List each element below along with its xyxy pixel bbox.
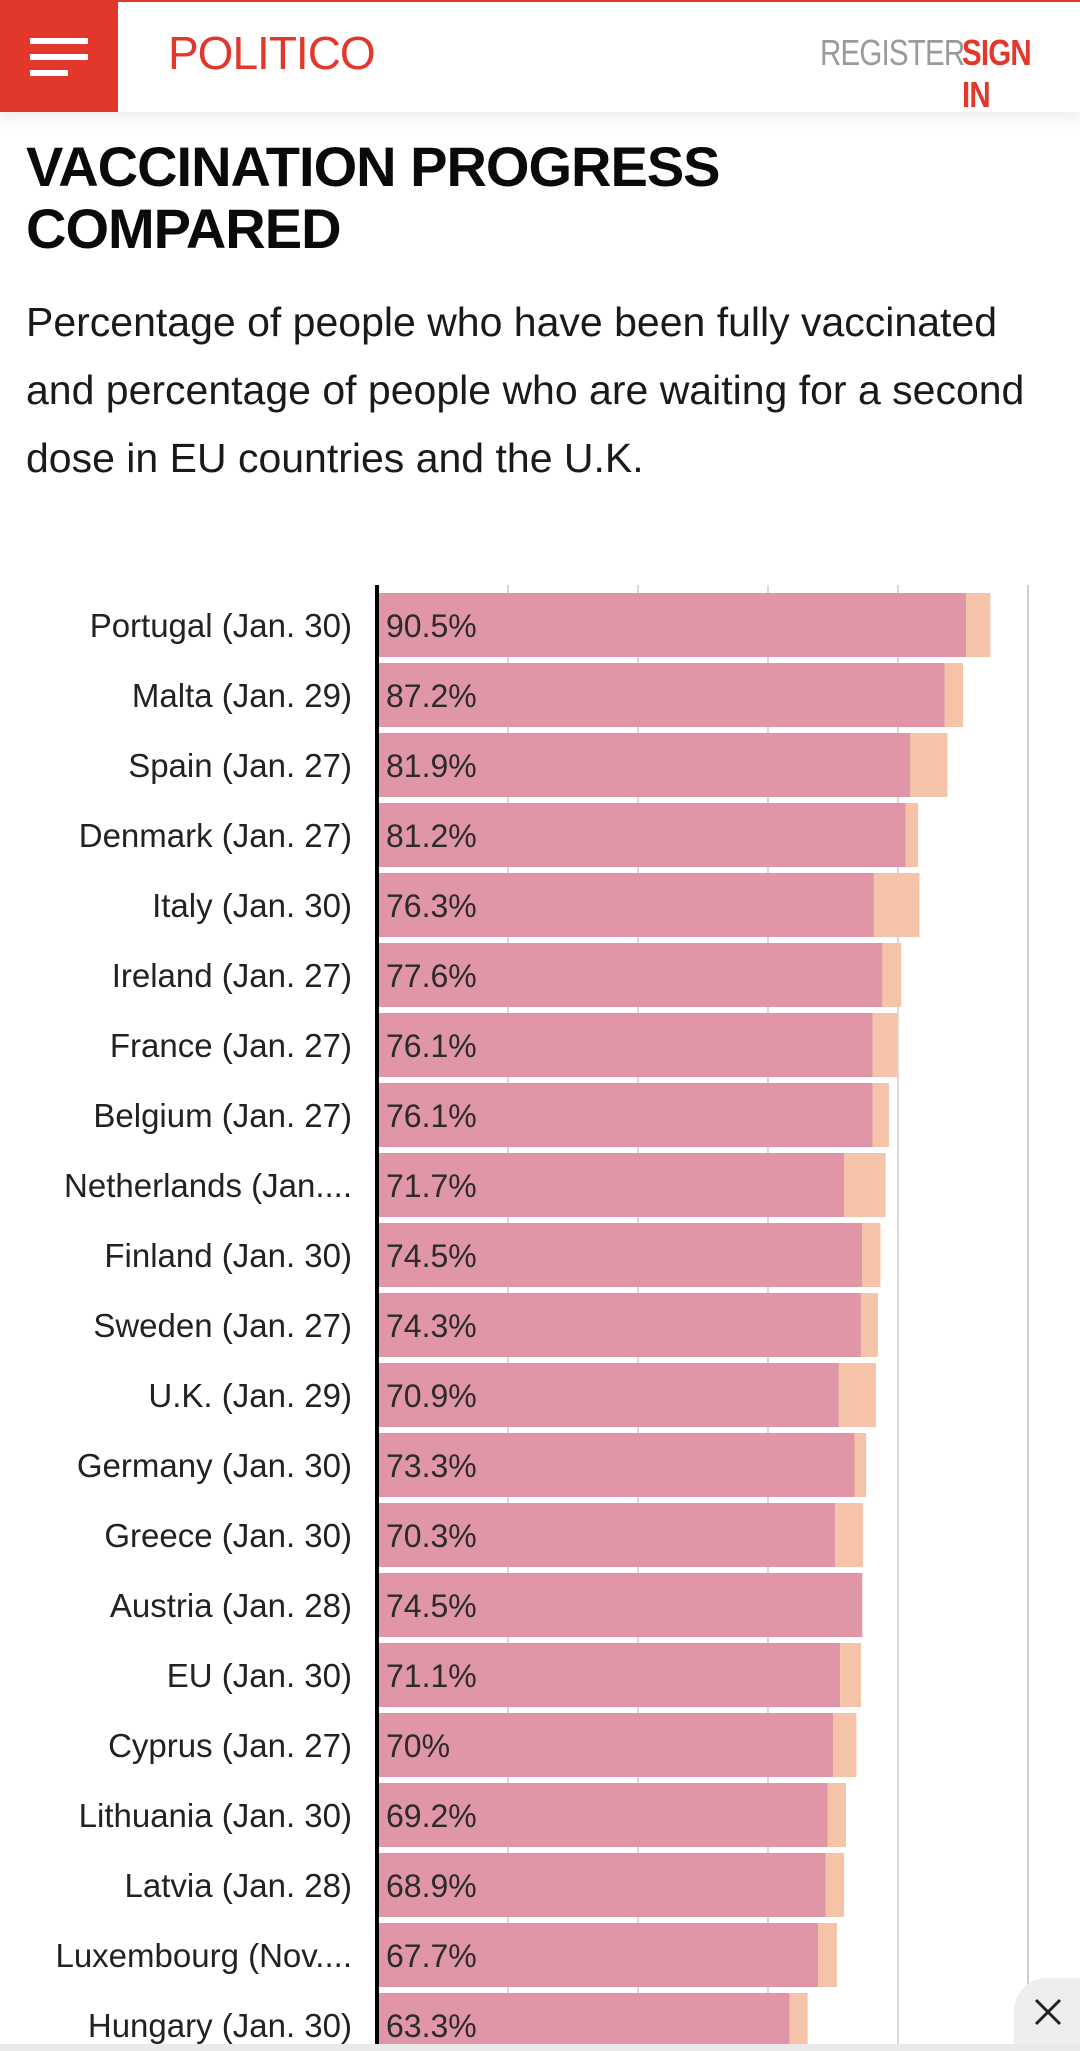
bar-fully-vaccinated — [378, 1643, 841, 1707]
bar-awaiting-second-dose — [840, 1643, 861, 1707]
bar-fully-vaccinated — [378, 663, 945, 727]
bar-awaiting-second-dose — [882, 943, 902, 1007]
bar-fully-vaccinated — [378, 1783, 828, 1847]
category-label: Malta (Jan. 29) — [132, 677, 352, 714]
value-label: 70% — [386, 1728, 450, 1764]
bar-fully-vaccinated — [378, 1293, 861, 1357]
bar-fully-vaccinated — [378, 943, 883, 1007]
bar-fully-vaccinated — [378, 1923, 819, 1987]
category-label: Denmark (Jan. 27) — [79, 817, 352, 854]
value-label: 63.3% — [386, 2008, 477, 2044]
bar-awaiting-second-dose — [872, 1013, 898, 1077]
category-label: Netherlands (Jan.... — [64, 1167, 352, 1204]
bar-awaiting-second-dose — [910, 733, 948, 797]
bar-awaiting-second-dose — [827, 1783, 846, 1847]
value-label: 69.2% — [386, 1798, 477, 1834]
site-header: POLITICO REGISTER SIGN IN — [0, 2, 1080, 115]
category-label: Germany (Jan. 30) — [77, 1447, 352, 1484]
bar-fully-vaccinated — [378, 1083, 873, 1147]
category-label: Portugal (Jan. 30) — [90, 607, 352, 644]
register-link[interactable]: REGISTER — [820, 32, 965, 73]
category-label: U.K. (Jan. 29) — [148, 1377, 352, 1414]
vaccination-bar-chart: Portugal (Jan. 30) 90.5% Malta (Jan. 29) 87… — [55, 585, 1029, 2044]
category-label: Spain (Jan. 27) — [128, 747, 352, 784]
value-label: 76.1% — [386, 1028, 477, 1064]
bar-awaiting-second-dose — [818, 1923, 837, 1987]
bar-fully-vaccinated — [378, 1713, 833, 1777]
value-label: 81.2% — [386, 818, 477, 854]
site-logo[interactable]: POLITICO — [168, 27, 376, 79]
value-label: 70.9% — [386, 1378, 477, 1414]
category-label: Cyprus (Jan. 27) — [108, 1727, 352, 1764]
category-label: Italy (Jan. 30) — [152, 887, 352, 924]
hamburger-line — [30, 70, 68, 76]
bar-awaiting-second-dose — [833, 1713, 857, 1777]
bar-fully-vaccinated — [378, 1853, 826, 1917]
bar-fully-vaccinated — [378, 593, 967, 657]
bar-awaiting-second-dose — [944, 663, 963, 727]
category-label: Latvia (Jan. 28) — [125, 1867, 352, 1904]
chart-subtitle: Percentage of people who have been fully… — [26, 299, 1025, 481]
category-label: Sweden (Jan. 27) — [93, 1307, 352, 1344]
bar-awaiting-second-dose — [905, 803, 919, 867]
bar-fully-vaccinated — [378, 1363, 839, 1427]
value-label: 67.7% — [386, 1938, 477, 1974]
value-label: 71.7% — [386, 1168, 477, 1204]
chart-title: VACCINATION PROGRESS COMPARED — [26, 135, 721, 260]
bar-fully-vaccinated — [378, 803, 906, 867]
bar-awaiting-second-dose — [825, 1853, 845, 1917]
value-label: 70.3% — [386, 1518, 477, 1554]
bar-awaiting-second-dose — [854, 1433, 867, 1497]
bar-fully-vaccinated — [378, 1223, 863, 1287]
category-label: EU (Jan. 30) — [167, 1657, 352, 1694]
bar-fully-vaccinated — [378, 1503, 835, 1567]
bar-awaiting-second-dose — [844, 1153, 886, 1217]
bar-awaiting-second-dose — [860, 1293, 878, 1357]
value-label: 87.2% — [386, 678, 477, 714]
value-label: 76.1% — [386, 1098, 477, 1134]
value-label: 74.5% — [386, 1238, 477, 1274]
value-label: 74.3% — [386, 1308, 477, 1344]
bar-fully-vaccinated — [378, 1013, 873, 1077]
value-label: 68.9% — [386, 1868, 477, 1904]
close-button[interactable] — [1014, 1978, 1080, 2044]
bottom-edge — [0, 2044, 1080, 2051]
value-label: 73.3% — [386, 1448, 477, 1484]
bar-fully-vaccinated — [378, 733, 911, 797]
category-label: Belgium (Jan. 27) — [93, 1097, 352, 1134]
bar-fully-vaccinated — [378, 1993, 790, 2044]
value-label: 71.1% — [386, 1658, 477, 1694]
close-icon — [1034, 1998, 1062, 2026]
menu-button[interactable] — [0, 2, 118, 112]
bar-fully-vaccinated — [378, 1153, 845, 1217]
category-label: Lithuania (Jan. 30) — [79, 1797, 352, 1834]
value-label: 76.3% — [386, 888, 477, 924]
bar-fully-vaccinated — [378, 873, 874, 937]
category-label: France (Jan. 27) — [110, 1027, 352, 1064]
bar-awaiting-second-dose — [966, 593, 991, 657]
category-label: Ireland (Jan. 27) — [112, 957, 352, 994]
top-accent-line — [0, 0, 1080, 2]
category-label: Greece (Jan. 30) — [104, 1517, 352, 1554]
bar-awaiting-second-dose — [834, 1503, 863, 1567]
bar-fully-vaccinated — [378, 1573, 863, 1637]
category-label: Luxembourg (Nov.... — [55, 1937, 352, 1974]
category-label: Finland (Jan. 30) — [104, 1237, 352, 1274]
bar-awaiting-second-dose — [789, 1993, 808, 2044]
hamburger-line — [30, 54, 88, 60]
value-label: 77.6% — [386, 958, 477, 994]
value-label: 74.5% — [386, 1588, 477, 1624]
bar-fully-vaccinated — [378, 1433, 855, 1497]
value-label: 90.5% — [386, 608, 477, 644]
category-label: Austria (Jan. 28) — [110, 1587, 352, 1624]
bar-awaiting-second-dose — [873, 873, 920, 937]
value-label: 81.9% — [386, 748, 477, 784]
bar-awaiting-second-dose — [872, 1083, 889, 1147]
category-label: Hungary (Jan. 30) — [88, 2007, 352, 2044]
bar-awaiting-second-dose — [862, 1223, 881, 1287]
hamburger-menu-icon — [30, 38, 88, 44]
sign-in-link[interactable]: SIGN IN — [962, 32, 1032, 115]
bar-awaiting-second-dose — [838, 1363, 876, 1427]
